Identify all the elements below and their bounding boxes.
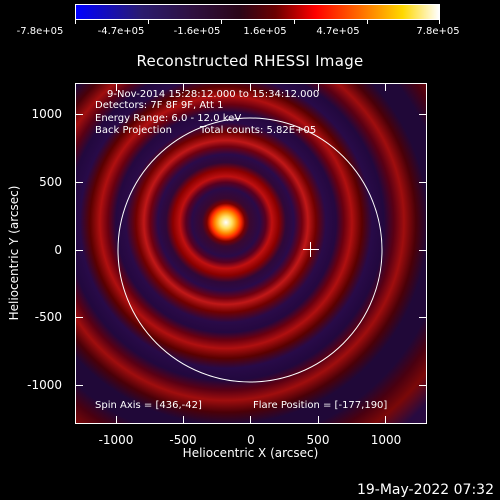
x-tick-label: 500 xyxy=(306,433,330,447)
y-tick-label: 500 xyxy=(39,175,62,189)
spin-axis-marker xyxy=(303,242,319,257)
colorbar-tick-label: 4.7e+05 xyxy=(316,26,360,37)
x-tick-label: -1000 xyxy=(98,433,134,447)
x-axis-label: Heliocentric X (arcsec) xyxy=(182,446,319,460)
colorbar-tick-label: 7.8e+05 xyxy=(416,26,460,37)
y-tick-label: -500 xyxy=(34,310,62,324)
method-text: Back Projection xyxy=(95,125,172,136)
x-tick-label: 0 xyxy=(247,433,255,447)
x-tick-label: -500 xyxy=(169,433,197,447)
y-tick-label: 0 xyxy=(54,243,62,257)
colorbar-tick-label: -4.7e+05 xyxy=(97,26,145,37)
flare-position-text: Flare Position = [-177,190] xyxy=(253,400,388,411)
detectors-text: Detectors: 7F 8F 9F, Att 1 xyxy=(95,100,224,111)
plot-title: Reconstructed RHESSI Image xyxy=(136,52,364,70)
colorbar-tick-label: -7.8e+05 xyxy=(16,26,64,37)
plot-frame xyxy=(75,83,427,424)
timestamp: 19-May-2022 07:32 xyxy=(356,482,494,498)
energy-range-text: Energy Range: 6.0 - 12.0 keV xyxy=(95,113,242,124)
colorbar-ticks xyxy=(75,20,440,24)
spin-axis-text: Spin Axis = [436,-42] xyxy=(95,400,202,411)
y-tick-label: -1000 xyxy=(27,378,62,392)
colorbar-tick-label: -1.6e+05 xyxy=(173,26,221,37)
time-range-text: 9-Nov-2014 15:28:12.000 to 15:34:12.000 xyxy=(107,89,320,100)
colorbar xyxy=(75,4,440,20)
y-axis-label: Heliocentric Y (arcsec) xyxy=(7,185,21,321)
solar-limb-circle xyxy=(117,117,383,383)
y-tick-label: 1000 xyxy=(31,107,62,121)
colorbar-tick-label: 1.6e+05 xyxy=(243,26,287,37)
x-axis-ticks xyxy=(116,84,386,423)
x-tick-label: 1000 xyxy=(370,433,402,447)
y-axis-ticks xyxy=(76,114,426,386)
rhessi-image xyxy=(75,83,426,423)
total-counts-text: Total counts: 5.82E+05 xyxy=(200,125,317,136)
